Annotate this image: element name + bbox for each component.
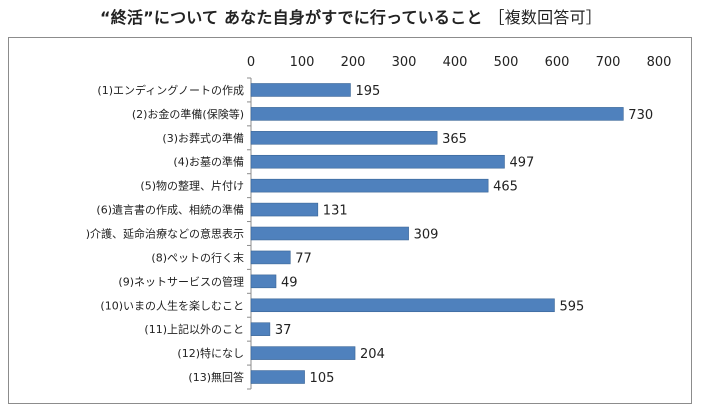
chart-title: “終活”について あなた自身がすでに行っていること ［複数回答可］ (0, 4, 702, 28)
chart-title-qualifier: ［複数回答可］ (488, 8, 602, 27)
category-label: (3)お葬式の準備 (162, 131, 244, 145)
data-label: 465 (493, 180, 518, 195)
bar (250, 154, 505, 169)
data-label: 37 (275, 323, 292, 338)
bar (250, 83, 351, 97)
data-label: 49 (281, 275, 298, 290)
category-label: (1)エンディングノートの作成 (97, 83, 244, 97)
category-label: (11)上記以外のこと (144, 322, 244, 336)
bar (250, 346, 356, 360)
chart-title-main: “終活”について あなた自身がすでに行っていること (100, 8, 483, 27)
bar (250, 274, 277, 289)
x-tick-label: 700 (596, 55, 621, 70)
data-label: 131 (323, 204, 348, 219)
category-label: (13)無回答 (188, 370, 244, 384)
bar (250, 178, 489, 193)
x-tick-label: 0 (247, 55, 255, 70)
category-label: (5)物の整理、片付け (140, 179, 244, 193)
data-label: 195 (355, 84, 380, 99)
x-tick-label: 300 (392, 55, 417, 70)
category-label: (8)ペットの行く末 (151, 250, 244, 264)
category-label: (2)お金の準備(保険等) (132, 107, 244, 121)
category-label: )介護、延命治療などの意思表示 (86, 227, 244, 241)
bar (250, 322, 271, 336)
chart-frame (8, 37, 692, 404)
category-label: (6)遺言書の作成、相続の準備 (96, 203, 244, 217)
bar (250, 202, 319, 217)
data-label: 105 (310, 371, 335, 386)
x-tick-label: 400 (443, 55, 468, 70)
category-label: (10)いまの人生を楽しむこと (100, 298, 244, 312)
bar (250, 250, 291, 265)
data-label: 309 (414, 228, 439, 243)
x-tick-label: 600 (545, 55, 570, 70)
category-label: (9)ネットサービスの管理 (118, 274, 244, 288)
data-label: 77 (295, 251, 312, 266)
data-label: 730 (628, 108, 653, 123)
bar (250, 131, 438, 145)
bar (250, 298, 555, 313)
category-label: (12)特になし (177, 346, 244, 360)
x-tick-label: 200 (341, 55, 366, 70)
category-label: (4)お墓の準備 (173, 155, 244, 169)
x-tick-label: 100 (290, 55, 315, 70)
bar (250, 226, 409, 241)
x-tick-label: 500 (494, 55, 519, 70)
bar (250, 107, 624, 121)
data-label: 204 (360, 347, 385, 362)
x-tick-label: 800 (647, 55, 672, 70)
bar (250, 370, 305, 384)
data-label: 497 (509, 156, 534, 171)
data-label: 365 (442, 132, 467, 147)
data-label: 595 (559, 299, 584, 314)
